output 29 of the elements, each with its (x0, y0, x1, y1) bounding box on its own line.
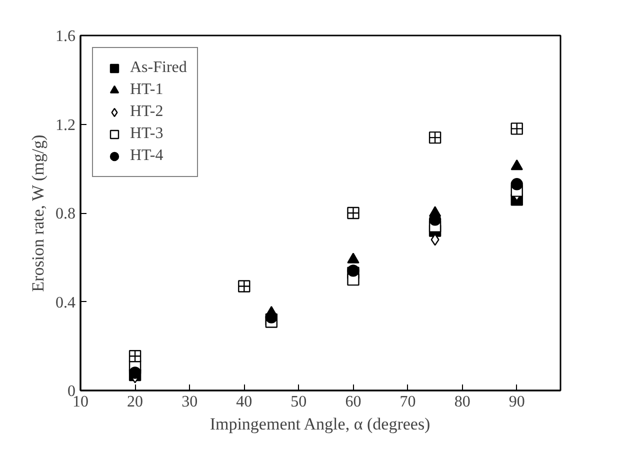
x-axis-title: Impingement Angle, α (degrees) (210, 414, 430, 434)
point (128, 366, 142, 379)
x-tick-label: 40 (236, 394, 252, 410)
legend-label: HT-1 (130, 81, 164, 99)
y-tick-label: 0.4 (56, 294, 76, 312)
legend-label: HT-4 (130, 147, 164, 165)
y-tick-label: 0.8 (56, 206, 76, 222)
point (238, 280, 250, 292)
point (265, 311, 278, 324)
x-tick-label: 80 (454, 394, 470, 410)
y-tick-label: 0 (68, 383, 76, 400)
point (510, 122, 523, 135)
y-axis-title: Erosion rate, W (mg/g) (28, 134, 48, 292)
legend-label: HT-3 (130, 125, 164, 143)
point (428, 131, 442, 144)
x-tick-label: 70 (400, 394, 416, 410)
point (430, 234, 440, 246)
x-tick-label: 50 (290, 394, 307, 410)
y-tick-label: 1.6 (56, 28, 76, 45)
point (510, 178, 523, 190)
x-tick-label: 20 (127, 394, 144, 410)
legend-label: As-Fired (130, 59, 187, 77)
x-tick-label: 60 (345, 394, 362, 410)
point (128, 350, 142, 362)
legend-label: HT-2 (130, 103, 164, 121)
y-tick-label: 1.2 (56, 116, 76, 134)
point (347, 206, 360, 220)
x-tick-label: 30 (182, 394, 198, 410)
x-tick-label: 90 (508, 394, 525, 410)
